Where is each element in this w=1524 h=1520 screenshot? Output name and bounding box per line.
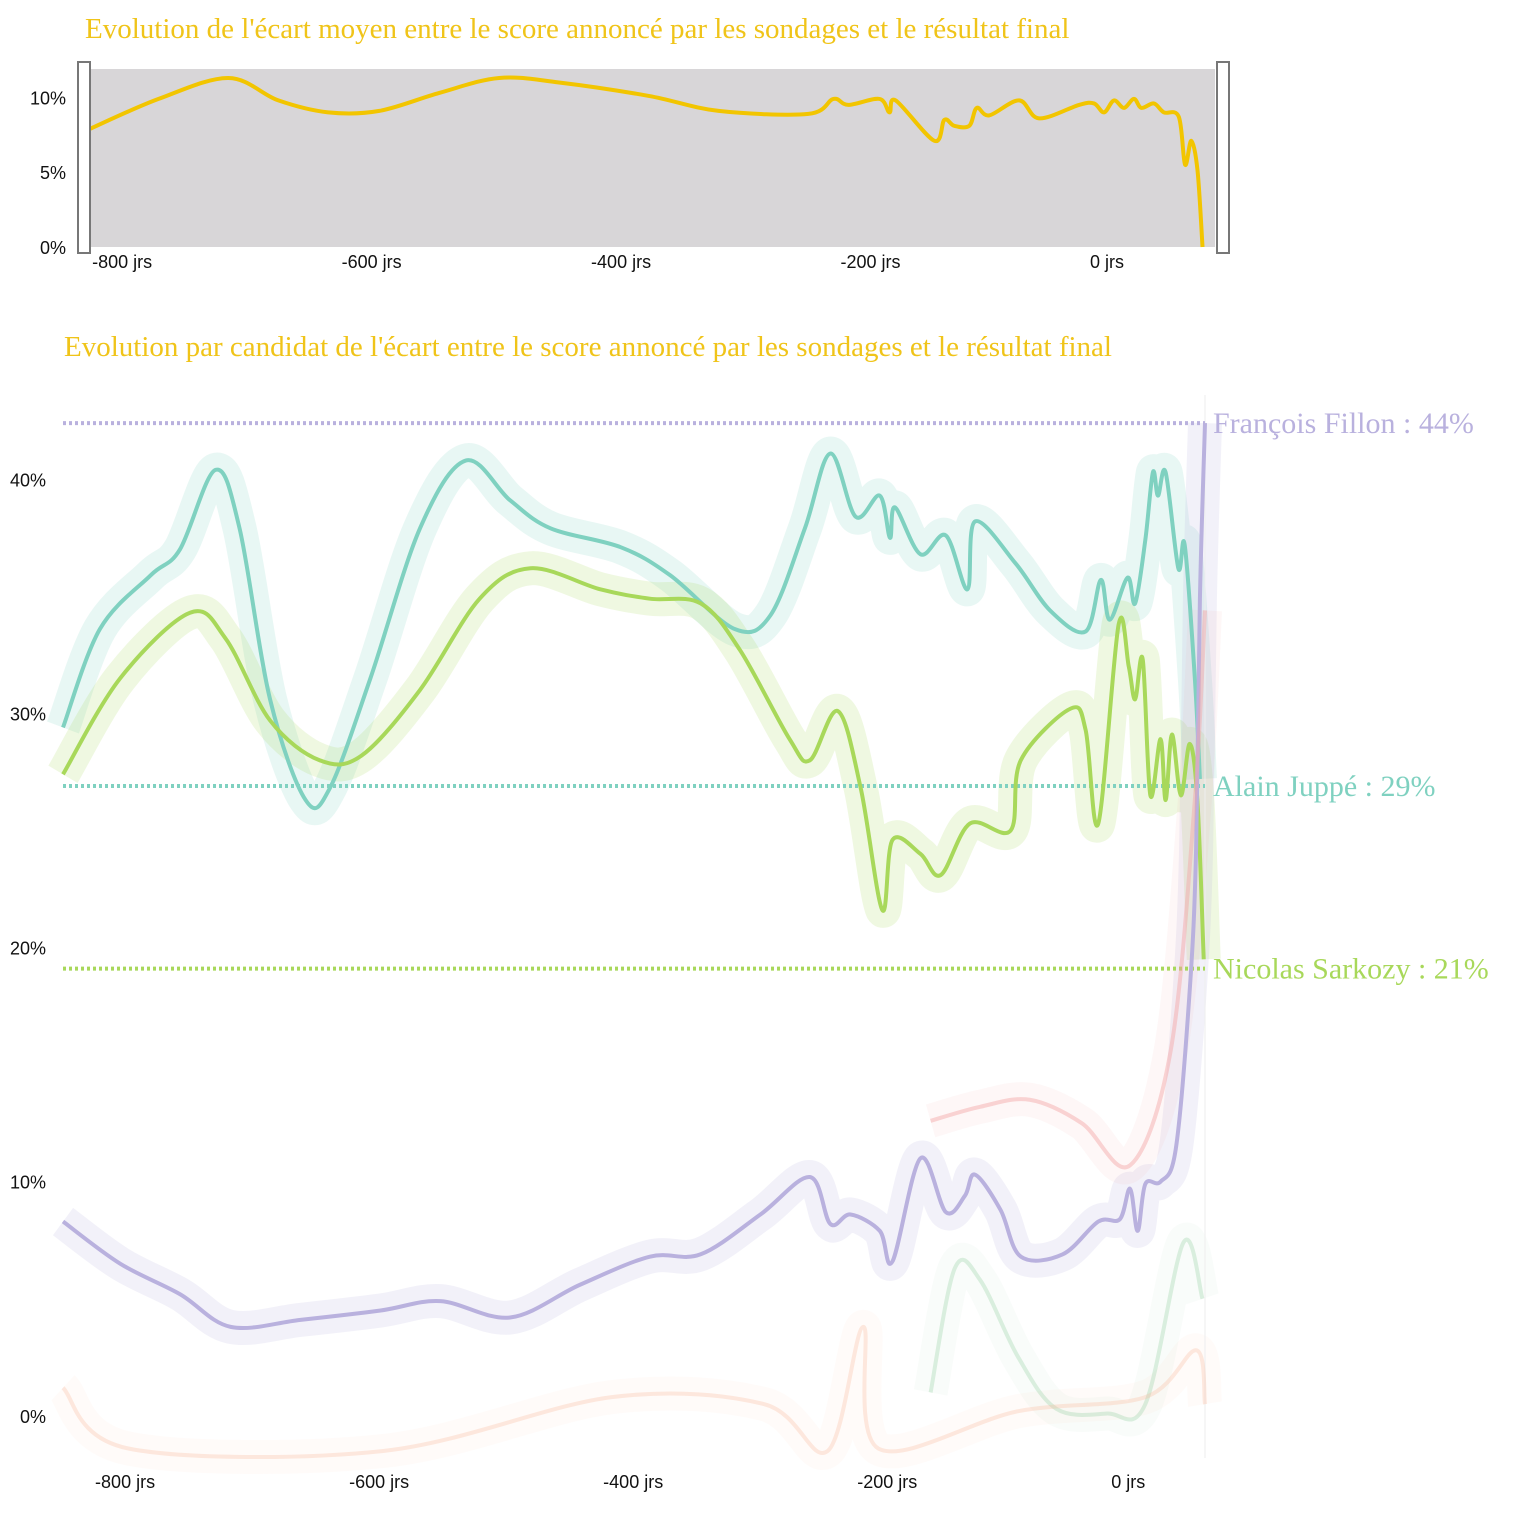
x-tick-label: -200 jrs: [857, 1472, 917, 1492]
y-tick-label: 10%: [10, 1173, 46, 1193]
final-result-label: Alain Juppé : 29%: [1213, 770, 1435, 803]
candidate-line[interactable]: [928, 1237, 1205, 1422]
x-tick-label: -800 jrs: [95, 1472, 155, 1492]
candidate-line[interactable]: [61, 451, 1202, 811]
candidate-line[interactable]: [61, 566, 1206, 960]
y-tick-label: 10%: [30, 88, 66, 108]
x-tick-label: -200 jrs: [841, 252, 901, 272]
brush-handle-left[interactable]: [77, 61, 91, 254]
x-tick-label: -400 jrs: [591, 252, 651, 272]
candidate-line[interactable]: [61, 1324, 1207, 1459]
confidence-band: [925, 609, 1222, 1185]
y-tick-label: 40%: [10, 470, 46, 490]
x-tick-label: 0 jrs: [1111, 1472, 1145, 1492]
y-tick-label: 20%: [10, 939, 46, 959]
confidence-band: [913, 1222, 1219, 1437]
x-tick-label: -600 jrs: [349, 1472, 409, 1492]
confidence-band: [49, 1309, 1222, 1474]
y-tick-label: 0%: [40, 238, 66, 258]
x-tick-label: -400 jrs: [603, 1472, 663, 1492]
average-error-line: [89, 75, 1205, 248]
final-result-label: François Fillon : 44%: [1213, 407, 1474, 440]
candidate-line[interactable]: [930, 610, 1207, 1170]
candidate-line[interactable]: [61, 423, 1207, 1331]
candidate-chart-title: Evolution par candidat de l'écart entre …: [64, 331, 1112, 363]
overview-chart-title: Evolution de l'écart moyen entre le scor…: [85, 13, 1069, 45]
x-tick-label: -600 jrs: [342, 252, 402, 272]
confidence-band: [48, 551, 1221, 960]
y-tick-label: 0%: [20, 1407, 46, 1427]
final-result-label: Nicolas Sarkozy : 21%: [1213, 953, 1489, 986]
brush-handle-right[interactable]: [1216, 61, 1230, 254]
y-tick-label: 30%: [10, 704, 46, 724]
x-tick-label: 0 jrs: [1090, 252, 1124, 272]
x-tick-label: -800 jrs: [92, 252, 152, 272]
y-tick-label: 5%: [40, 163, 66, 183]
